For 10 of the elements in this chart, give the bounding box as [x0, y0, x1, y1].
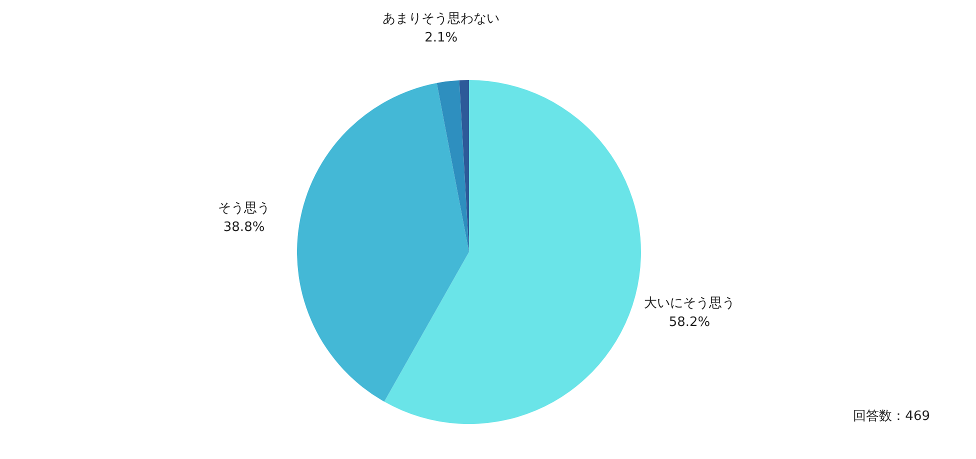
slice-label: 大いにそう思う — [644, 296, 735, 312]
slice-label: そう思う — [218, 200, 270, 216]
slice-label: あまりそう思わない — [382, 12, 500, 27]
pie-slice — [384, 80, 641, 424]
pie-slice — [297, 83, 469, 402]
text: 回答数：469 — [853, 409, 930, 424]
data-label: 58.2% — [668, 315, 710, 330]
data-label: 38.8% — [223, 220, 265, 235]
pie-slice — [436, 80, 469, 252]
data-label: 2.1% — [424, 30, 458, 46]
